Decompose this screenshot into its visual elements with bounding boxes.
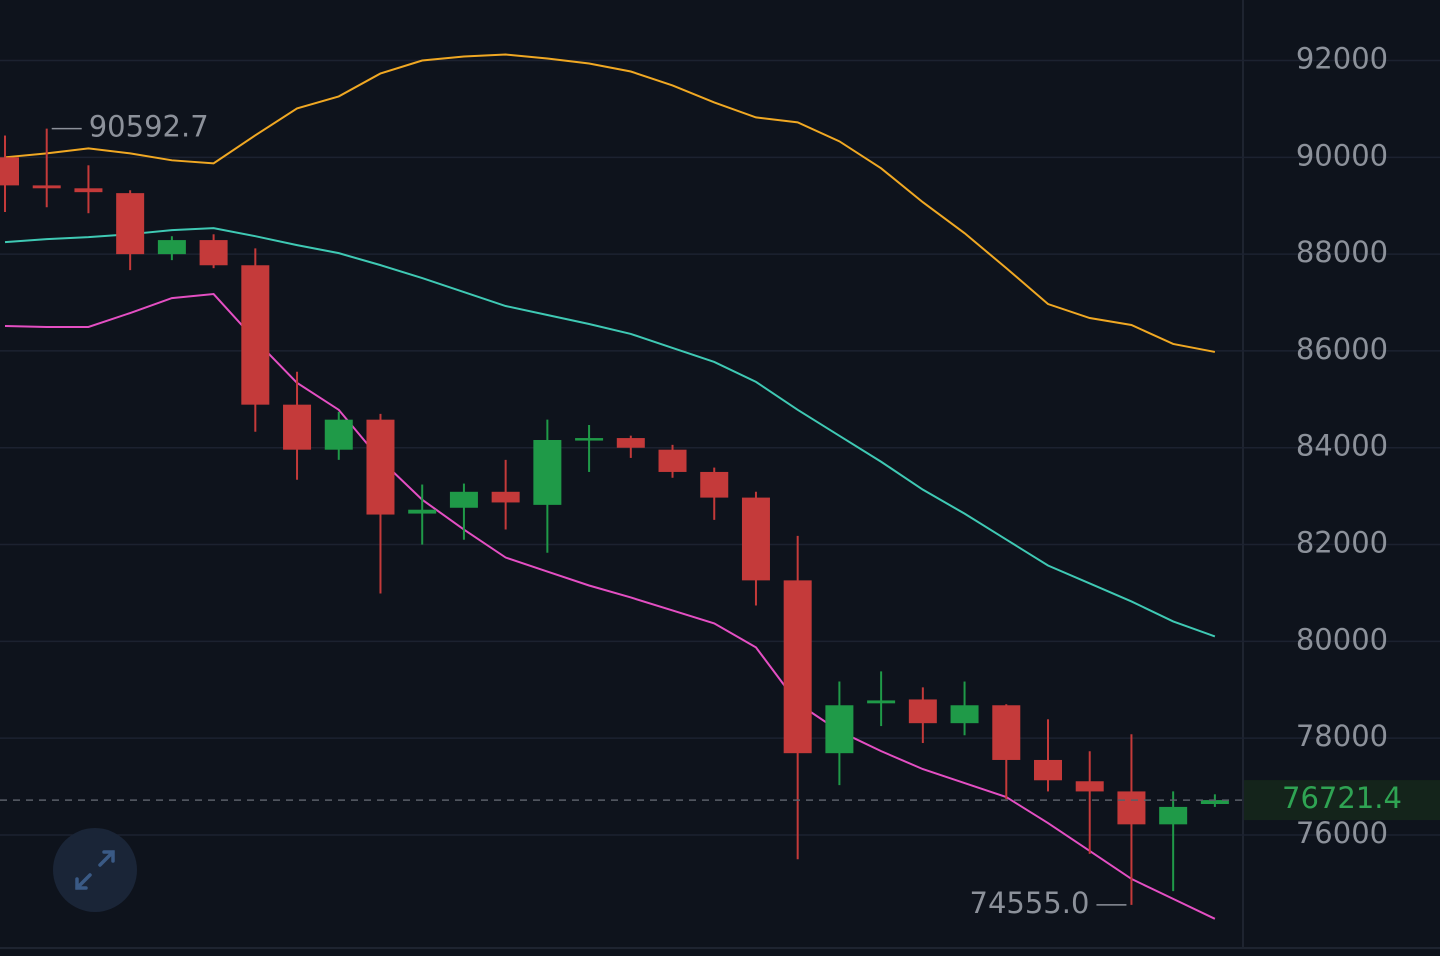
- candle-body: [658, 449, 687, 472]
- candle-body: [283, 404, 312, 450]
- candle-body: [575, 438, 604, 441]
- candle-body: [1075, 781, 1104, 792]
- candle-body: [408, 509, 437, 514]
- band-line: [4, 53, 1216, 353]
- y-tick-label: 92000: [1296, 42, 1388, 76]
- candle-body: [616, 438, 645, 448]
- candle-body: [449, 491, 478, 508]
- candle-body: [1034, 759, 1062, 781]
- candle-body: [700, 471, 729, 498]
- y-tick-label: 90000: [1296, 138, 1388, 172]
- band-line: [4, 293, 1216, 920]
- y-tick-label: 82000: [1296, 526, 1388, 560]
- candle-body: [491, 491, 520, 503]
- candle-body: [32, 185, 61, 189]
- y-tick-label: 88000: [1296, 235, 1388, 269]
- candle-body: [366, 419, 395, 515]
- candle-body: [741, 497, 770, 581]
- candle-body: [241, 265, 270, 405]
- candle-body: [1200, 800, 1229, 805]
- expand-icon: [75, 850, 115, 890]
- candle-body: [950, 705, 979, 724]
- expand-button[interactable]: [53, 828, 137, 912]
- candle-body: [0, 157, 19, 186]
- candle-body: [783, 580, 812, 754]
- max-annotation: 90592.7: [89, 110, 209, 144]
- candle-body: [533, 440, 562, 505]
- candle-body: [1159, 806, 1188, 825]
- last-price-box: [1244, 780, 1440, 821]
- candle-body: [908, 699, 937, 724]
- min-annotation: 74555.0: [970, 886, 1090, 920]
- y-tick-label: 78000: [1296, 719, 1388, 753]
- band-line: [4, 227, 1216, 638]
- candle-body: [992, 705, 1021, 760]
- candle-body: [74, 188, 103, 193]
- candle-body: [825, 705, 854, 754]
- candle-body: [157, 240, 186, 255]
- candle-body: [324, 419, 353, 450]
- candle-body: [867, 700, 896, 704]
- y-tick-label: 84000: [1296, 429, 1388, 463]
- last-price-label: 76721.4: [1282, 781, 1402, 815]
- candle-body: [199, 240, 228, 266]
- y-tick-label: 86000: [1296, 332, 1388, 366]
- candle-body: [1117, 791, 1146, 825]
- y-tick-label: 80000: [1296, 622, 1388, 656]
- expand-button-bg[interactable]: [53, 828, 137, 912]
- candle-body: [116, 193, 145, 255]
- y-tick-label: 76000: [1296, 816, 1388, 850]
